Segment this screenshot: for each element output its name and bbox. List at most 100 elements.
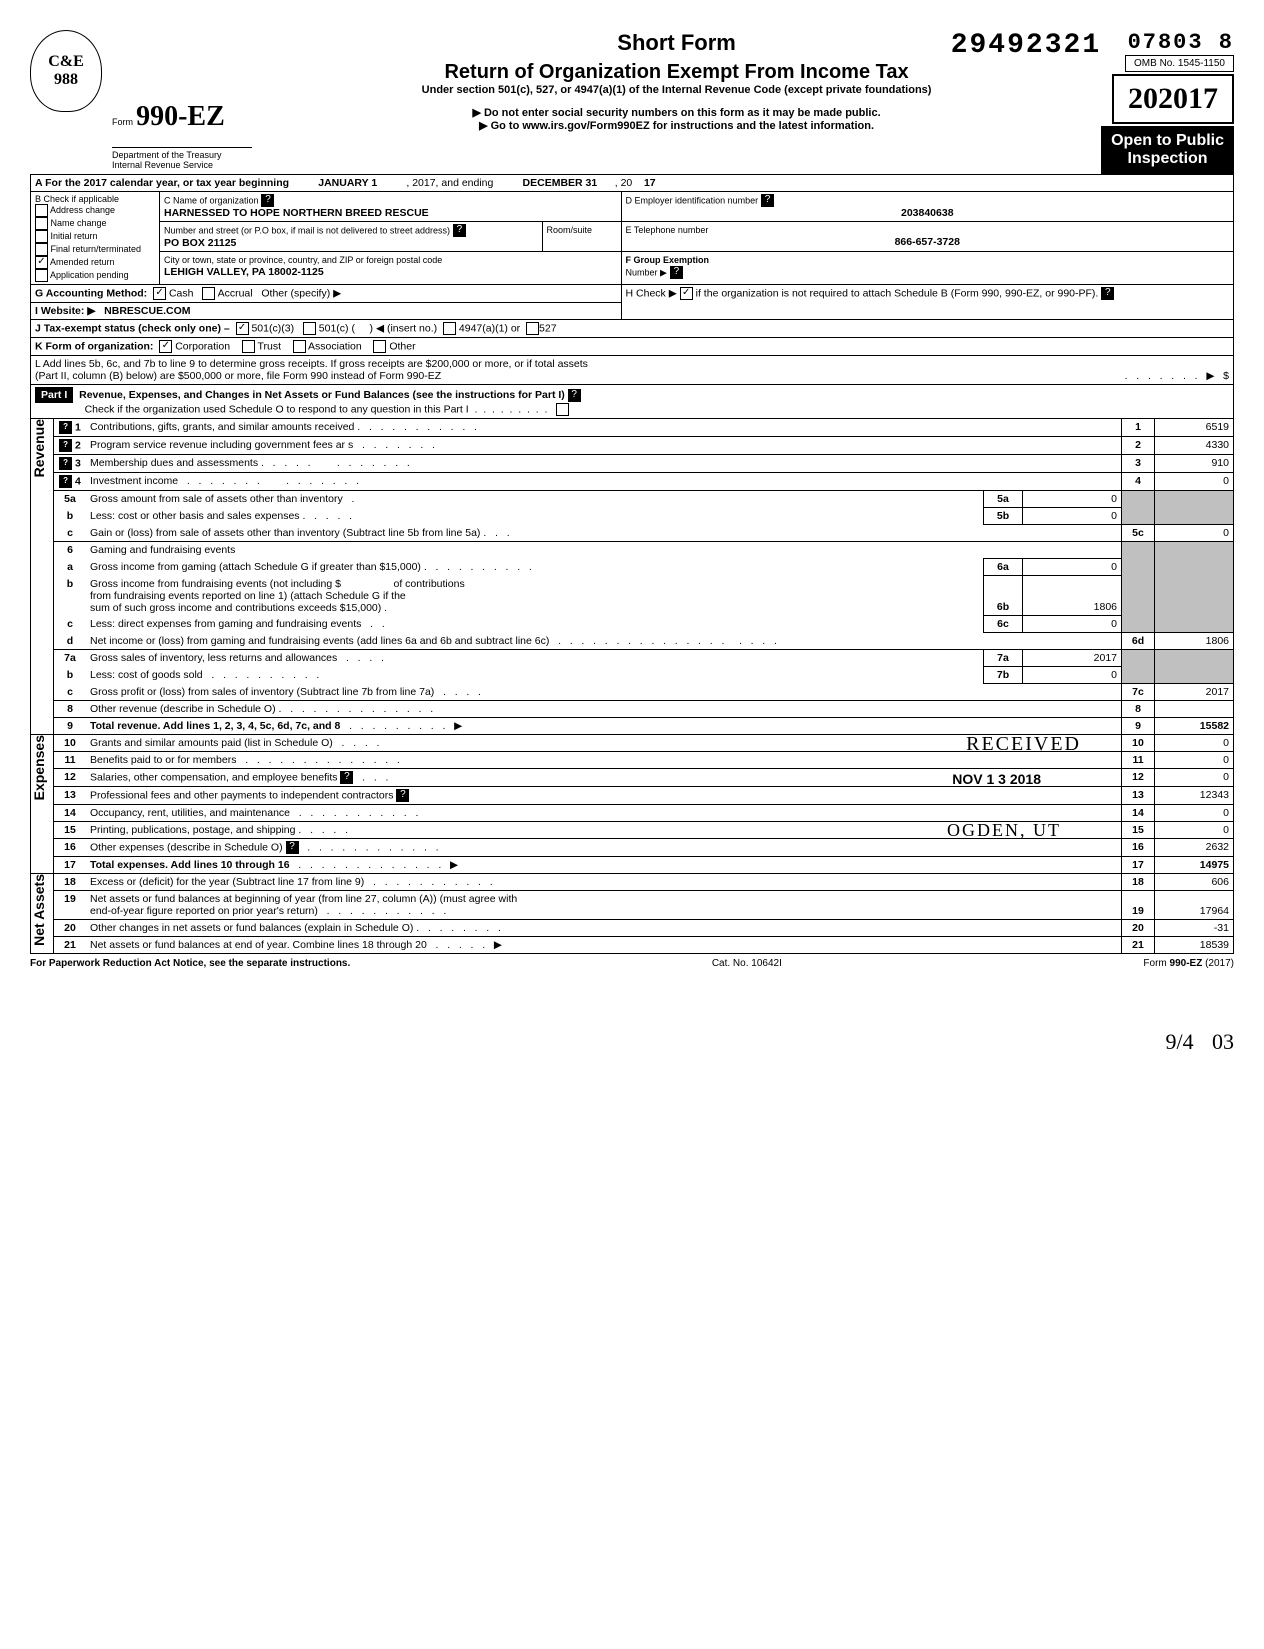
cb-other[interactable] — [373, 340, 386, 353]
val-6d: 1806 — [1155, 633, 1234, 650]
line-g-label: G Accounting Method: — [35, 287, 147, 299]
ein: 203840638 — [901, 207, 954, 219]
help-icon: ? — [59, 475, 72, 488]
footer: For Paperwork Reduction Act Notice, see … — [30, 958, 1234, 969]
footer-left: For Paperwork Reduction Act Notice, see … — [30, 958, 350, 969]
box-f-sub: Number ▶ — [626, 267, 667, 277]
cb-527[interactable] — [526, 322, 539, 335]
cb-address-change[interactable] — [35, 204, 48, 217]
inspection-label: Inspection — [1111, 150, 1224, 168]
cb-schedule-b[interactable] — [680, 287, 693, 300]
part1-title: Revenue, Expenses, and Changes in Net As… — [79, 389, 565, 401]
val-20: -31 — [1155, 920, 1234, 937]
line-a-label: A For the 2017 calendar year, or tax yea… — [35, 177, 289, 189]
line-i-label: I Website: ▶ — [35, 305, 95, 317]
val-14: 0 — [1155, 805, 1234, 822]
help-icon: ? — [568, 389, 581, 402]
cb-4947[interactable] — [443, 322, 456, 335]
line-k-label: K Form of organization: — [35, 340, 153, 352]
cb-initial-return[interactable] — [35, 230, 48, 243]
logo-stamp: C&E 988 — [30, 30, 102, 112]
form-prefix: Form — [112, 117, 133, 127]
val-21: 18539 — [1155, 937, 1234, 954]
cb-final-return[interactable] — [35, 243, 48, 256]
val-17: 14975 — [1155, 857, 1234, 874]
val-9: 15582 — [1155, 718, 1234, 735]
handwriting: 9/4 03 — [30, 1029, 1234, 1055]
cb-amended-return[interactable] — [35, 256, 48, 269]
help-icon: ? — [1101, 287, 1114, 300]
val-15: 0 — [1155, 822, 1234, 839]
open-label: Open to Public — [1111, 132, 1224, 150]
short-form-label: Short Form — [617, 30, 736, 56]
omb-suffix: 07803 8 — [1128, 30, 1234, 55]
room-label: Room/suite — [547, 225, 593, 235]
part1-table: Part I Revenue, Expenses, and Changes in… — [30, 385, 1234, 954]
line-j-label: J Tax-exempt status (check only one) – — [35, 322, 230, 334]
form-number: 990-EZ — [136, 101, 225, 132]
help-icon: ? — [340, 771, 353, 784]
box-f-label: F Group Exemption — [626, 255, 710, 265]
addr-label: Number and street (or P.O box, if mail i… — [164, 225, 450, 235]
logo-bottom: 988 — [54, 71, 78, 89]
box-d-label: D Employer identification number — [626, 195, 759, 205]
val-16: 2632 — [1155, 839, 1234, 857]
org-name: HARNESSED TO HOPE NORTHERN BREED RESCUE — [164, 207, 429, 219]
phone: 866-657-3728 — [895, 236, 960, 248]
cb-501c3[interactable] — [236, 322, 249, 335]
logo-top: C&E — [48, 53, 84, 71]
part1-check: Check if the organization used Schedule … — [85, 403, 469, 415]
val-2: 4330 — [1155, 437, 1234, 455]
hand-right: 03 — [1212, 1029, 1234, 1054]
website: NBRESCUE.COM — [104, 305, 190, 317]
cb-cash[interactable] — [153, 287, 166, 300]
notice-2: Go to www.irs.gov/Form990EZ for instruct… — [252, 119, 1101, 132]
val-11: 0 — [1155, 752, 1234, 769]
val-12: 0 — [1155, 769, 1234, 787]
open-public-box: Open to Public Inspection — [1101, 126, 1234, 174]
line-a-end: DECEMBER 31 — [523, 177, 598, 189]
form-header: C&E 988 Form 990-EZ Department of the Tr… — [30, 30, 1234, 174]
cb-501c[interactable] — [303, 322, 316, 335]
val-18: 606 — [1155, 874, 1234, 891]
val-10: 0 — [1155, 735, 1234, 752]
cb-name-change[interactable] — [35, 217, 48, 230]
footer-right: Form 990-EZ (2017) — [1143, 958, 1234, 969]
subtitle: Under section 501(c), 527, or 4947(a)(1)… — [252, 84, 1101, 96]
val-5c: 0 — [1155, 525, 1234, 542]
val-13: 12343 — [1155, 787, 1234, 805]
omb-box: OMB No. 1545-1150 — [1125, 55, 1234, 72]
cb-application-pending[interactable] — [35, 269, 48, 282]
city: LEHIGH VALLEY, PA 18002-1125 — [164, 266, 324, 278]
ogden-stamp: OGDEN, UT — [947, 820, 1061, 841]
city-label: City or town, state or province, country… — [164, 255, 442, 265]
val-7c: 2017 — [1155, 684, 1234, 701]
cb-assoc[interactable] — [293, 340, 306, 353]
cb-corp[interactable] — [159, 340, 172, 353]
box-b-label: B Check if applicable — [35, 194, 155, 204]
val-1: 6519 — [1155, 419, 1234, 437]
help-icon: ? — [761, 194, 774, 207]
line-a-yr: 17 — [644, 177, 656, 189]
help-icon: ? — [59, 457, 72, 470]
help-icon: ? — [261, 194, 274, 207]
cb-schedule-o[interactable] — [556, 403, 569, 416]
line-a-begin: JANUARY 1 — [318, 177, 377, 189]
dept-label: Department of the Treasury — [112, 150, 252, 160]
main-title: Return of Organization Exempt From Incom… — [252, 61, 1101, 84]
netassets-label: Net Assets — [31, 874, 47, 946]
title-block: Short Form 29492321 Return of Organizati… — [252, 30, 1101, 132]
entity-info-table: A For the 2017 calendar year, or tax yea… — [30, 174, 1234, 385]
line-h-text: if the organization is not required to a… — [696, 287, 1099, 299]
revenue-label: Revenue — [31, 419, 47, 477]
cb-accrual[interactable] — [202, 287, 215, 300]
line-a-mid: , 2017, and ending — [406, 177, 493, 189]
val-8 — [1155, 701, 1234, 718]
help-icon: ? — [286, 841, 299, 854]
line-h-label: H Check ▶ — [626, 287, 677, 299]
line-a-suffix: , 20 — [615, 177, 633, 189]
cb-trust[interactable] — [242, 340, 255, 353]
help-icon: ? — [396, 789, 409, 802]
help-icon: ? — [453, 224, 466, 237]
box-e-label: E Telephone number — [626, 225, 709, 235]
